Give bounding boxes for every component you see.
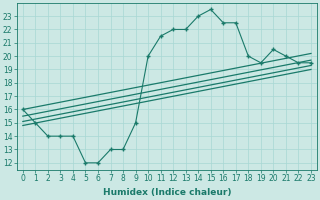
X-axis label: Humidex (Indice chaleur): Humidex (Indice chaleur) <box>103 188 231 197</box>
